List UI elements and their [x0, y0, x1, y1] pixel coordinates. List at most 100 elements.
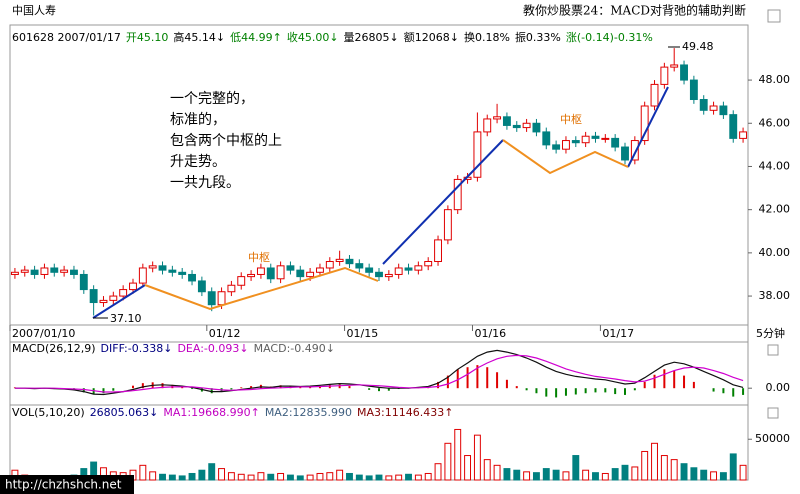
candle-body [611, 137, 620, 148]
candle-body [178, 271, 187, 275]
candle-body [502, 116, 511, 126]
candle-body [345, 258, 354, 265]
legend-entry: 高45.14↓ [173, 30, 225, 44]
trend-segment [92, 284, 146, 319]
y-tick-label: 42.00 [759, 203, 791, 216]
x-tick-label: 01/12 [209, 327, 241, 340]
note-line: 升走势。 [170, 154, 226, 170]
candle-body [424, 261, 433, 267]
candle-body [542, 131, 551, 146]
volume-bar [267, 473, 275, 481]
volume-bar [375, 474, 383, 481]
candle-body [365, 267, 374, 273]
volume-bar [552, 469, 560, 481]
candle-body [729, 114, 738, 139]
low-label: 37.10 [110, 312, 142, 325]
x-tick-label: 01/17 [602, 327, 634, 340]
volume-bar [710, 471, 718, 481]
volume-bar [690, 467, 698, 481]
y-tick-label: 0.00 [766, 381, 791, 394]
candle-body [532, 122, 541, 133]
volume-bar [493, 464, 501, 481]
volume-bar [336, 469, 344, 481]
note-line: 一共九段。 [170, 175, 240, 191]
volume-bar [316, 472, 324, 481]
candle-body [50, 267, 59, 273]
window-icon[interactable] [767, 9, 781, 23]
candle-body [591, 135, 600, 139]
stock-name: 中国人寿 [12, 3, 56, 17]
panel-icon[interactable] [767, 407, 779, 419]
note-line: 一个完整的， [170, 91, 254, 107]
candle-body [197, 280, 206, 293]
candle-body [453, 178, 462, 211]
candle-body [571, 140, 580, 144]
legend-entry: MACD(26,12,9) [12, 342, 96, 355]
candle-body [414, 265, 423, 271]
volume-bar [562, 471, 570, 481]
candle-body [699, 99, 708, 111]
legend-entry: 振0.33% [515, 30, 561, 44]
pivot-segment [502, 139, 629, 175]
candle-body [237, 276, 246, 286]
candle-body [168, 269, 177, 273]
volume-bar [670, 459, 678, 481]
y-tick-label: 44.00 [759, 159, 791, 172]
candle-body [630, 140, 639, 161]
candle-body [10, 271, 19, 275]
high-label: 49.48 [682, 40, 714, 53]
legend-entry: 涨(-0.14)-0.31% [566, 31, 653, 44]
period-label: 5分钟 [756, 326, 785, 340]
volume-bar [395, 474, 403, 481]
volume-bar [159, 473, 166, 481]
volume-bar [434, 463, 442, 481]
legend-entry: DEA:-0.093↓ [177, 342, 248, 355]
candle-body [512, 124, 521, 129]
volume-bar [464, 455, 472, 481]
volume-bar [247, 474, 255, 481]
volume-bar [611, 468, 619, 481]
candle-body [40, 267, 49, 275]
pivot-segment [144, 266, 379, 311]
candle-body [227, 284, 236, 293]
volume-bar [444, 442, 452, 481]
candle-body [266, 267, 275, 280]
candle-body [70, 269, 78, 275]
volume-bar [365, 475, 373, 481]
candle-body [384, 273, 393, 278]
pivot-label: 中枢 [560, 112, 582, 126]
legend-entry: 收45.00↓ [287, 30, 339, 44]
time-axis-frame [9, 324, 749, 343]
candle-body [60, 269, 69, 273]
volume-bar [296, 475, 304, 481]
note-line: 包含两个中枢的上 [170, 133, 282, 149]
volume-bar [582, 469, 590, 481]
legend-entry: MACD:-0.490↓ [254, 342, 335, 355]
volume-bar [149, 471, 157, 481]
volume-bar [414, 474, 422, 481]
candle-body [119, 289, 128, 297]
note: 一个完整的， 标准的， 包含两个中枢的上 升走势。 一共九段。 [170, 91, 282, 191]
candle-body [739, 131, 748, 139]
y-tick-label: 40.00 [759, 246, 791, 259]
x-tick-label: 2007/01/10 [12, 327, 75, 340]
volume-bar [473, 434, 481, 481]
legend-entry: 换0.18% [464, 30, 510, 44]
panel-icon[interactable] [767, 344, 779, 356]
volume-bar [572, 455, 580, 481]
volume-bar [306, 474, 314, 481]
volume-bar [257, 472, 265, 481]
x-tick-label: 01/16 [474, 327, 506, 340]
volume-bar [729, 453, 737, 481]
volume-bar [326, 472, 334, 481]
candle-body [562, 140, 570, 150]
candle-body [689, 79, 698, 101]
macd-line [14, 354, 744, 393]
volume-bar [483, 459, 491, 481]
volume-bar [651, 442, 658, 481]
candle-body [296, 269, 305, 278]
macd-line [14, 349, 744, 396]
legend-entry: 低44.99↑ [230, 31, 282, 44]
candle-body [670, 64, 679, 68]
volume-bar [513, 469, 521, 481]
